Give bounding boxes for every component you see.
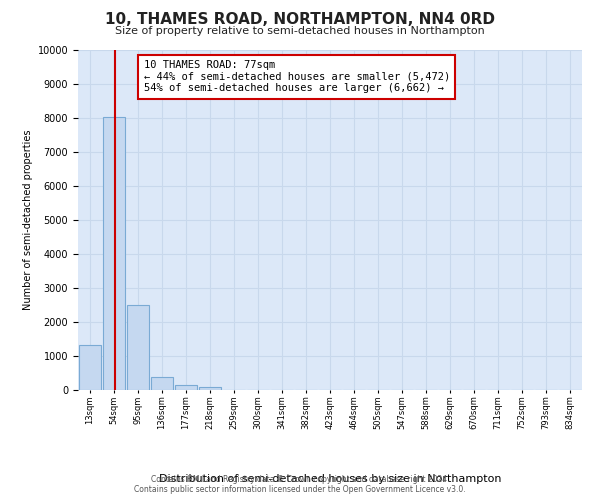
- Bar: [175, 385, 197, 390]
- Bar: [79, 346, 101, 390]
- Bar: [199, 387, 221, 390]
- Text: Size of property relative to semi-detached houses in Northampton: Size of property relative to semi-detach…: [115, 26, 485, 36]
- Bar: [151, 376, 173, 390]
- Text: 10, THAMES ROAD, NORTHAMPTON, NN4 0RD: 10, THAMES ROAD, NORTHAMPTON, NN4 0RD: [105, 12, 495, 28]
- Text: 10 THAMES ROAD: 77sqm
← 44% of semi-detached houses are smaller (5,472)
54% of s: 10 THAMES ROAD: 77sqm ← 44% of semi-deta…: [143, 60, 450, 94]
- Bar: [127, 304, 149, 390]
- Text: Contains HM Land Registry data © Crown copyright and database right 2024.
Contai: Contains HM Land Registry data © Crown c…: [134, 474, 466, 494]
- X-axis label: Distribution of semi-detached houses by size in Northampton: Distribution of semi-detached houses by …: [159, 474, 501, 484]
- Bar: [103, 118, 125, 390]
- Y-axis label: Number of semi-detached properties: Number of semi-detached properties: [23, 130, 34, 310]
